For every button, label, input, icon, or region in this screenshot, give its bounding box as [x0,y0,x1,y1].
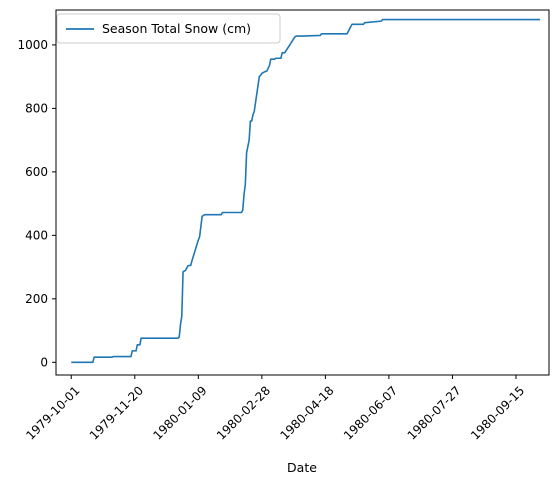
plot-frame [55,9,550,376]
x-axis-title: Date [287,460,317,475]
legend: Season Total Snow (cm) [56,13,281,44]
y-tick-label: 200 [25,292,48,306]
axes-frame [55,9,550,376]
y-tick-label: 400 [25,228,48,242]
legend-series-label: Season Total Snow (cm) [102,21,251,36]
y-tick-label: 1000 [17,38,48,52]
series-line-season-total-snow [71,18,541,364]
y-tick-label: 0 [40,355,48,369]
y-tick-label: 800 [25,101,48,115]
y-tick-label: 600 [25,165,48,179]
legend-box [56,13,281,44]
series-layer [71,18,541,364]
